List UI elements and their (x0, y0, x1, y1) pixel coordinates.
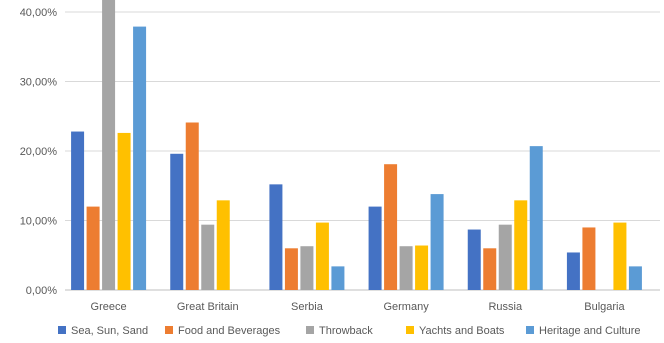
bar-yachts-and-boats-germany (415, 245, 429, 290)
legend: Sea, Sun, Sand Food and Beverages Throwbac… (58, 325, 641, 337)
legend-swatch (306, 326, 314, 334)
bar-heritage-and-culture-serbia (331, 266, 345, 290)
x-axis-category-labels: Greece Great Britain Serbia Germany Russia Bu… (91, 301, 626, 313)
bar-heritage-and-culture-germany (430, 194, 444, 290)
category-label: Russia (488, 301, 523, 313)
y-axis-tick-labels: 0,00% 10,00% 20,00% 30,00% 40,00% (20, 7, 58, 297)
bar-heritage-and-culture-greece (133, 26, 147, 290)
bar-heritage-and-culture-bulgaria (628, 266, 642, 290)
bar-throwback-great-britain (201, 224, 215, 290)
legend-swatch (406, 326, 414, 334)
legend-label: Heritage and Culture (539, 325, 641, 337)
bar-yachts-and-boats-great-britain (216, 200, 230, 290)
bar-yachts-and-boats-greece (117, 132, 131, 290)
category-label: Bulgaria (584, 301, 625, 313)
category-label: Great Britain (177, 301, 239, 313)
legend-swatch (526, 326, 534, 334)
y-tick-label: 40,00% (20, 7, 58, 19)
bar-throwback-serbia (300, 246, 314, 290)
bar-sea-sun-sand-bulgaria (566, 252, 580, 290)
legend-swatch (165, 326, 173, 334)
bar-food-and-beverages-serbia (284, 248, 298, 290)
legend-swatch (58, 326, 66, 334)
bar-yachts-and-boats-russia (514, 200, 528, 290)
category-label: Germany (383, 301, 429, 313)
legend-label: Throwback (319, 325, 373, 337)
bar-sea-sun-sand-germany (368, 206, 382, 290)
bar-throwback-russia (498, 224, 512, 290)
gridlines (65, 11, 660, 291)
bar-sea-sun-sand-russia (467, 229, 481, 290)
bar-food-and-beverages-germany (384, 164, 398, 290)
bar-yachts-and-boats-serbia (315, 222, 329, 290)
y-tick-label: 20,00% (20, 146, 58, 158)
bar-sea-sun-sand-serbia (269, 184, 283, 290)
bars (71, 0, 642, 290)
bar-throwback-greece (102, 0, 116, 290)
bar-food-and-beverages-bulgaria (582, 227, 596, 290)
bar-food-and-beverages-great-britain (185, 122, 199, 290)
legend-label: Sea, Sun, Sand (71, 325, 148, 337)
bar-heritage-and-culture-russia (529, 146, 543, 290)
category-label: Greece (91, 301, 127, 313)
y-tick-label: 30,00% (20, 77, 58, 89)
legend-label: Yachts and Boats (419, 325, 505, 337)
legend-label: Food and Beverages (178, 325, 281, 337)
y-tick-label: 0,00% (26, 285, 57, 297)
category-label: Serbia (291, 301, 324, 313)
bar-sea-sun-sand-great-britain (170, 153, 184, 290)
bar-food-and-beverages-russia (483, 248, 497, 290)
bar-yachts-and-boats-bulgaria (613, 222, 627, 290)
bar-throwback-germany (399, 246, 413, 290)
bar-sea-sun-sand-greece (71, 131, 85, 290)
bar-food-and-beverages-greece (86, 206, 100, 290)
y-tick-label: 10,00% (20, 216, 58, 228)
